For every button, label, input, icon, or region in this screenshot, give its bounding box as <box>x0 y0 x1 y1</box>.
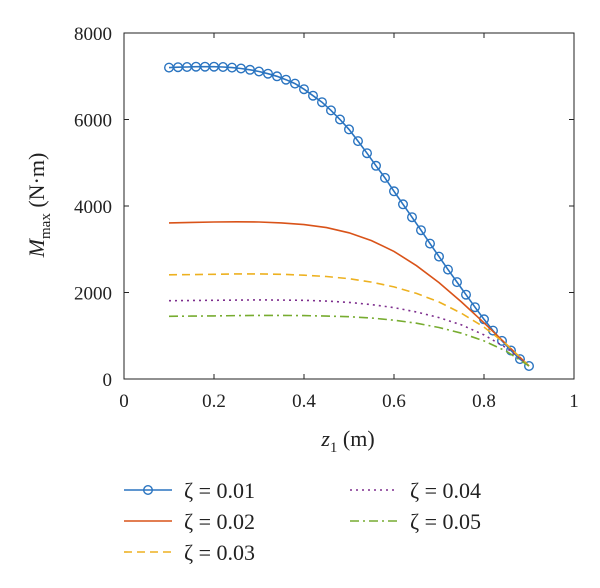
data-point <box>416 225 427 236</box>
y-tick-label: 2000 <box>74 284 112 305</box>
x-tick-label: 0 <box>119 391 129 412</box>
data-point <box>461 289 472 300</box>
data-point <box>362 148 373 159</box>
legend-entry-1: ζ = 0.01 <box>124 478 255 503</box>
x-tick-label: 1 <box>569 391 579 412</box>
legend-entry-4: ζ = 0.04 <box>350 478 481 503</box>
y-axis-label: Mmax (N·m) <box>24 153 54 259</box>
legend-label: ζ = 0.03 <box>184 540 255 565</box>
data-point <box>470 302 481 313</box>
x-tick-label: 0.4 <box>292 391 316 412</box>
data-point <box>425 238 436 249</box>
y-tick-label: 0 <box>103 370 113 391</box>
data-point <box>497 335 508 346</box>
legend-label: ζ = 0.02 <box>184 509 255 534</box>
legend: ζ = 0.01 ζ = 0.02 ζ = 0.03 ζ = 0.04 ζ = 0.05 <box>124 478 481 565</box>
x-axis-label: z1 (m) <box>320 426 374 456</box>
data-point <box>263 68 274 79</box>
data-point <box>344 124 355 135</box>
legend-label: ζ = 0.01 <box>184 478 255 503</box>
data-point <box>353 136 364 147</box>
legend-entry-3: ζ = 0.03 <box>124 540 255 565</box>
legend-marker <box>142 485 153 496</box>
data-point <box>308 90 319 101</box>
data-point <box>434 251 445 262</box>
plot-area <box>163 61 535 372</box>
axes: 0 0.2 0.4 0.6 0.8 1 0 2000 4000 6000 8000 <box>74 24 579 412</box>
legend-label: ζ = 0.05 <box>410 509 481 534</box>
y-tick-label: 6000 <box>74 111 112 132</box>
data-point <box>398 199 409 210</box>
series-line-1 <box>168 65 530 367</box>
data-point <box>443 264 454 275</box>
data-point <box>317 97 328 108</box>
legend-label: ζ = 0.04 <box>410 478 481 503</box>
legend-entry-5: ζ = 0.05 <box>350 509 481 534</box>
data-point <box>389 186 400 197</box>
data-point <box>380 172 391 183</box>
y-tick-label: 8000 <box>74 24 112 45</box>
series-line-3 <box>168 273 530 367</box>
axes-box <box>123 32 575 380</box>
data-point <box>272 71 283 82</box>
data-point <box>290 78 301 89</box>
x-tick-label: 0.2 <box>202 391 226 412</box>
series-line-2 <box>168 220 530 367</box>
data-point <box>299 84 310 95</box>
series-line-4 <box>168 299 530 367</box>
data-point <box>452 277 463 288</box>
data-point <box>407 212 418 223</box>
data-point <box>281 74 292 85</box>
data-point <box>335 114 346 125</box>
legend-entry-2: ζ = 0.02 <box>124 509 255 534</box>
y-tick-label: 4000 <box>74 197 112 218</box>
data-point <box>253 66 264 77</box>
data-point <box>524 361 535 372</box>
x-tick-label: 0.8 <box>472 391 496 412</box>
x-tick-label: 0.6 <box>382 391 406 412</box>
data-point <box>515 354 526 365</box>
data-point <box>326 105 337 116</box>
series-line-5 <box>168 314 530 367</box>
data-point <box>371 160 382 171</box>
